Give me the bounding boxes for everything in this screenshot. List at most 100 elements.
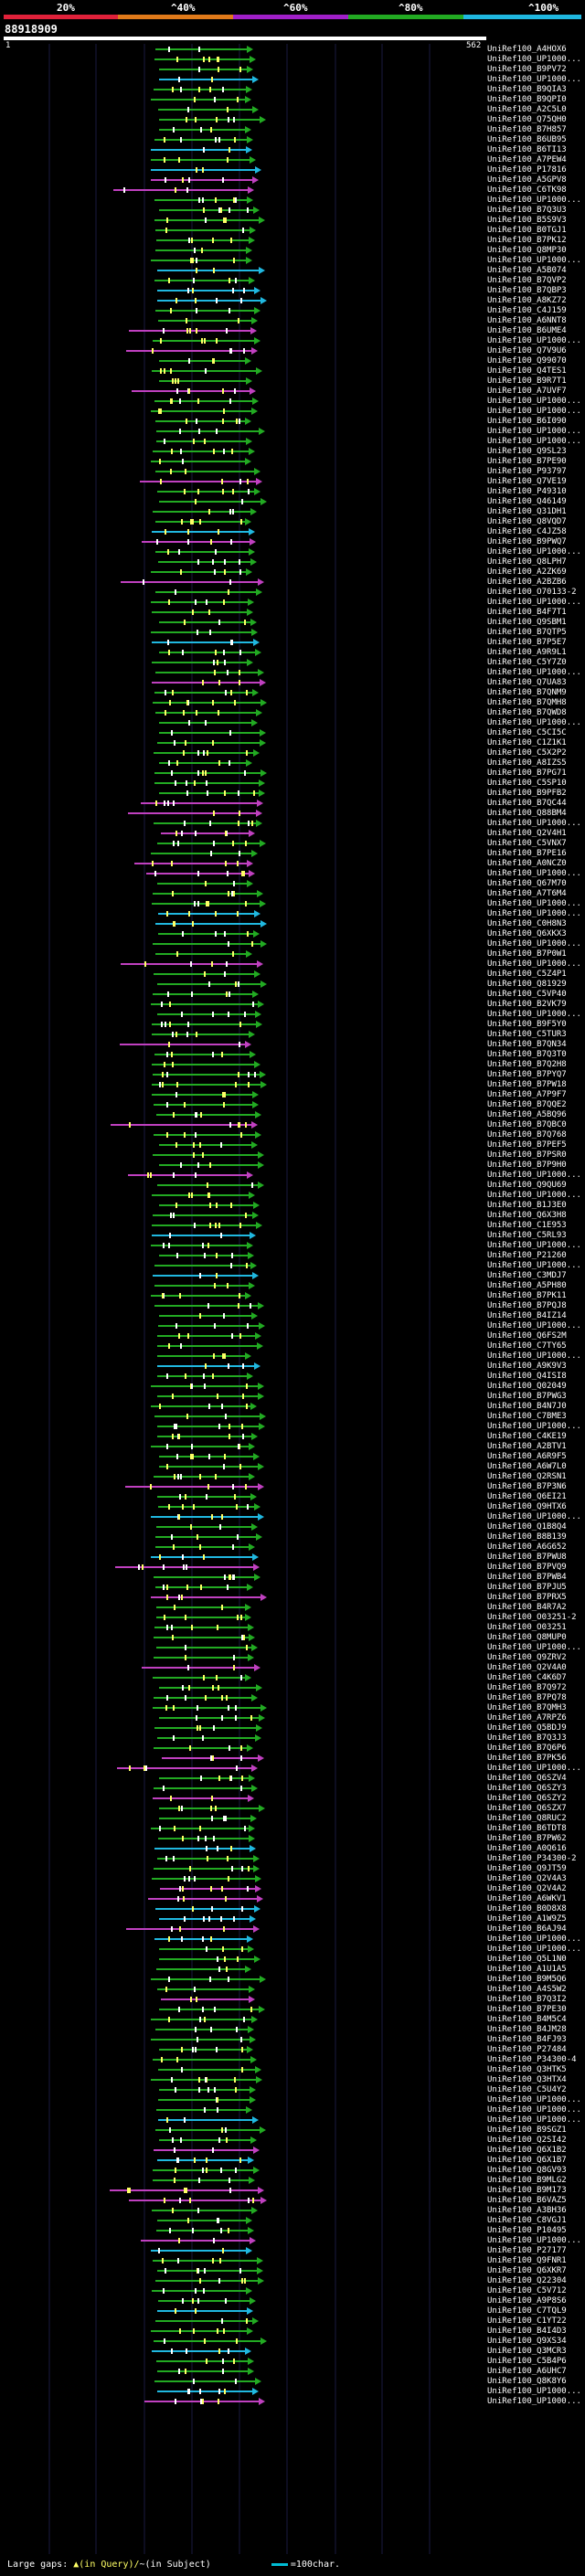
hit-link[interactable]: UniRef100_UP1000... [487,1241,581,1250]
hit-link[interactable]: UniRef100_C5VP40 [487,990,567,999]
hit-link[interactable]: UniRef100_A8KZ72 [487,296,567,305]
hit-link[interactable]: UniRef100_Q22304 [487,2276,567,2285]
hit-link[interactable]: UniRef100_Q81929 [487,980,567,989]
hit-link[interactable]: UniRef100_UP1000... [487,819,581,828]
hit-link[interactable]: UniRef100_UP1000... [487,1352,581,1361]
hit-link[interactable]: UniRef100_A2C5L0 [487,105,567,114]
hit-link[interactable]: UniRef100_Q2V4A3 [487,1874,567,1883]
hit-link[interactable]: UniRef100_P34300-4 [487,2055,577,2064]
hit-link[interactable]: UniRef100_Q9SBM1 [487,618,567,627]
hit-link[interactable]: UniRef100_B9SGZ1 [487,2125,567,2135]
hit-link[interactable]: UniRef100_Q9QU69 [487,1181,567,1190]
hit-link[interactable]: UniRef100_Q6FS2M [487,1331,567,1341]
hit-link[interactable]: UniRef100_Q6SZV4 [487,1774,567,1783]
hit-link[interactable]: UniRef100_Q4TES1 [487,366,567,376]
hit-link[interactable]: UniRef100_B7PW62 [487,1834,567,1843]
hit-link[interactable]: UniRef100_Q9HTX6 [487,1502,567,1511]
hit-link[interactable]: UniRef100_P21260 [487,1251,567,1260]
hit-link[interactable]: UniRef100_Q3HTK5 [487,2065,567,2074]
hit-link[interactable]: UniRef100_B7P0W1 [487,949,567,959]
hit-link[interactable]: UniRef100_A2BZB6 [487,578,567,587]
hit-link[interactable]: UniRef100_C3MDJ7 [487,1271,567,1280]
hit-link[interactable]: UniRef100_B9F5Y0 [487,1020,567,1029]
hit-link[interactable]: UniRef100_B7Q3U3 [487,206,567,215]
hit-link[interactable]: UniRef100_Q9SL23 [487,447,567,456]
hit-link[interactable]: UniRef100_A7UVF7 [487,387,567,396]
hit-link[interactable]: UniRef100_A6NNT8 [487,316,567,325]
hit-link[interactable]: UniRef100_UP1000... [487,1422,581,1431]
hit-link[interactable]: UniRef100_Q75QH0 [487,115,567,124]
hit-link[interactable]: UniRef100_C5U4Y2 [487,2085,567,2094]
hit-link[interactable]: UniRef100_B7P3N6 [487,1482,567,1491]
hit-link[interactable]: UniRef100_Q7V9U6 [487,346,567,355]
hit-link[interactable]: UniRef100_A7T6M4 [487,889,567,898]
hit-link[interactable]: UniRef100_C5SP10 [487,779,567,788]
hit-link[interactable]: UniRef100_UP1000... [487,397,581,406]
hit-link[interactable]: UniRef100_Q6X3H8 [487,1211,567,1220]
hit-link[interactable]: UniRef100_C4JZ58 [487,527,567,536]
hit-link[interactable]: UniRef100_P34300-2 [487,1854,577,1863]
hit-link[interactable]: UniRef100_UP1000... [487,1764,581,1773]
hit-link[interactable]: UniRef100_B9PWQ7 [487,537,567,546]
hit-link[interactable]: UniRef100_UP1000... [487,427,581,436]
hit-link[interactable]: UniRef100_A7P9F7 [487,1090,567,1099]
hit-link[interactable]: UniRef100_UP1000... [487,1643,581,1652]
hit-link[interactable]: UniRef100_Q9JT59 [487,1864,567,1873]
hit-link[interactable]: UniRef100_A9P8S6 [487,2296,567,2306]
hit-link[interactable]: UniRef100_B7PQJ8 [487,1301,567,1310]
hit-link[interactable]: UniRef100_A1U1A5 [487,1965,567,1974]
hit-link[interactable]: UniRef100_A7RPZ6 [487,1713,567,1723]
hit-link[interactable]: UniRef100_B4F7T1 [487,608,567,617]
hit-link[interactable]: UniRef100_B9PV72 [487,65,567,74]
hit-link[interactable]: UniRef100_B7QBP3 [487,286,567,295]
hit-link[interactable]: UniRef100_P27177 [487,2246,567,2255]
hit-link[interactable]: UniRef100_B4I4D3 [487,2327,567,2336]
hit-link[interactable]: UniRef100_Q5L1N0 [487,1955,567,1964]
hit-link[interactable]: UniRef100_C1E953 [487,1221,567,1230]
hit-link[interactable]: UniRef100_B5S9V3 [487,216,567,225]
hit-link[interactable]: UniRef100_B7P9H0 [487,1161,567,1170]
hit-link[interactable]: UniRef100_UP1000... [487,1512,581,1521]
hit-link[interactable]: UniRef100_B7QN34 [487,1040,567,1049]
hit-link[interactable]: UniRef100_Q6SZY3 [487,1784,567,1793]
hit-link[interactable]: UniRef100_B7QC44 [487,799,567,808]
hit-link[interactable]: UniRef100_A5BQ96 [487,1110,567,1119]
hit-link[interactable]: UniRef100_UP1000... [487,718,581,727]
hit-link[interactable]: UniRef100_B6AJ94 [487,1924,567,1934]
hit-link[interactable]: UniRef100_UP1000... [487,939,581,949]
hit-link[interactable]: UniRef100_Q3MCR3 [487,2347,567,2356]
hit-link[interactable]: UniRef100_C4J159 [487,306,567,315]
hit-link[interactable]: UniRef100_B6I090 [487,417,567,426]
hit-link[interactable]: UniRef100_B7Q972 [487,1683,567,1692]
hit-link[interactable]: UniRef100_C7TQL9 [487,2306,567,2316]
hit-link[interactable]: UniRef100_A2BTV1 [487,1442,567,1451]
hit-link[interactable]: UniRef100_O70133-2 [487,588,577,597]
hit-link[interactable]: UniRef100_B7QMH8 [487,698,567,707]
hit-link[interactable]: UniRef100_UP1000... [487,196,581,205]
hit-link[interactable]: UniRef100_B4M5C4 [487,2015,567,2024]
hit-link[interactable]: UniRef100_Q6XKX3 [487,929,567,938]
hit-link[interactable]: UniRef100_UP1000... [487,668,581,677]
hit-link[interactable]: UniRef100_UP1000... [487,2115,581,2125]
hit-link[interactable]: UniRef100_B4R7A2 [487,1603,567,1612]
hit-link[interactable]: UniRef100_B9QPI0 [487,95,567,104]
hit-link[interactable]: UniRef100_C5Z4P1 [487,970,567,979]
hit-link[interactable]: UniRef100_B7PEF5 [487,1140,567,1150]
hit-link[interactable]: UniRef100_B7QBC0 [487,1120,567,1129]
hit-link[interactable]: UniRef100_UP1000... [487,55,581,64]
hit-link[interactable]: UniRef100_Q6X1B2 [487,2146,567,2155]
hit-link[interactable]: UniRef100_A8IZS5 [487,758,567,768]
hit-link[interactable]: UniRef100_C5CI5C [487,728,567,737]
hit-link[interactable]: UniRef100_B0TGJ1 [487,226,567,235]
hit-link[interactable]: UniRef100_A6W7L0 [487,1462,567,1471]
hit-link[interactable]: UniRef100_B7PRX5 [487,1593,567,1602]
hit-link[interactable]: UniRef100_UP1000... [487,1010,581,1019]
hit-link[interactable]: UniRef100_B7Q2H8 [487,1060,567,1069]
hit-link[interactable]: UniRef100_C5TUR3 [487,1030,567,1039]
hit-link[interactable]: UniRef100_Q8K8Y6 [487,2377,567,2386]
hit-link[interactable]: UniRef100_UP1000... [487,547,581,557]
hit-link[interactable]: UniRef100_Q8MUP0 [487,1633,567,1642]
hit-link[interactable]: UniRef100_B4N7J0 [487,1402,567,1411]
hit-link[interactable]: UniRef100_Q9XS34 [487,2337,567,2346]
hit-link[interactable]: UniRef100_B7QTP5 [487,628,567,637]
